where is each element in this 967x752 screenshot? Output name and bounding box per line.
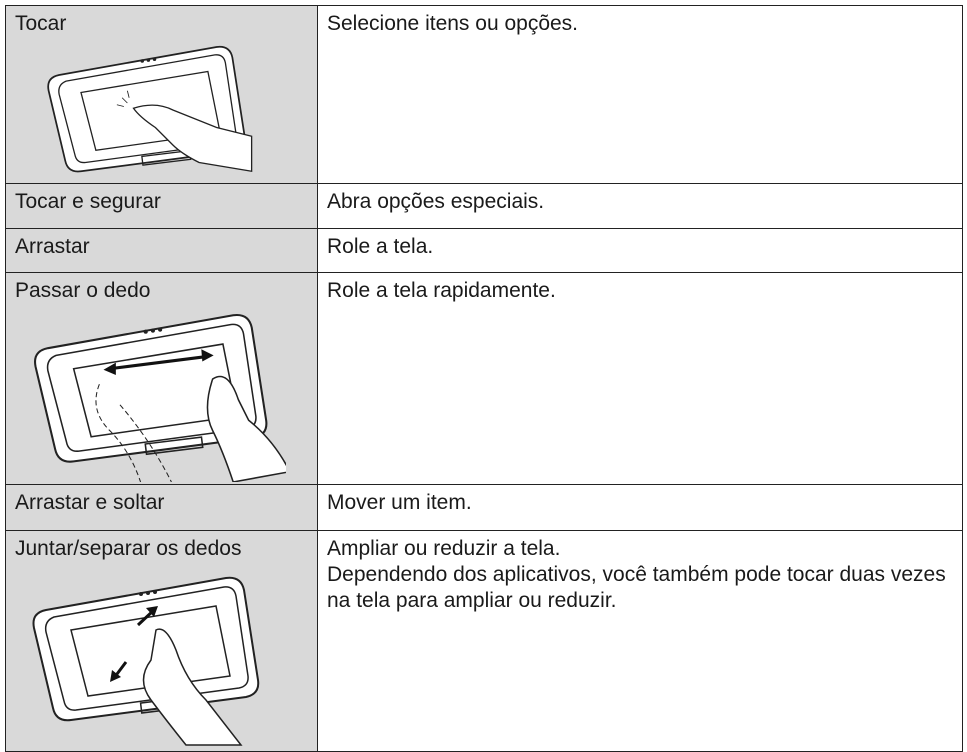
tap-illustration	[47, 45, 253, 173]
description-cell: Mover um item.	[318, 485, 963, 531]
description-text: Role a tela rapidamente.	[327, 279, 556, 302]
pinch-illustration	[32, 576, 260, 746]
gesture-label: Arrastar e soltar	[15, 491, 165, 514]
gesture-cell: Tocar e segurar	[6, 184, 318, 229]
gesture-cell: Arrastar e soltar	[6, 485, 318, 531]
description-cell: Role a tela.	[318, 229, 963, 273]
table-row: Arrastar Role a tela.	[6, 229, 963, 273]
description-text: Abra opções especiais.	[327, 190, 545, 213]
description-text: Role a tela.	[327, 235, 434, 258]
description-text: Ampliar ou reduzir a tela.	[327, 537, 561, 560]
gesture-label: Juntar/separar os dedos	[15, 537, 242, 560]
description-cell: Ampliar ou reduzir a tela. Dependendo do…	[318, 531, 963, 752]
gesture-cell: Passar o dedo	[6, 273, 318, 485]
swipe-illustration	[34, 313, 286, 482]
gesture-cell: Juntar/separar os dedos	[6, 531, 318, 752]
gesture-label: Arrastar	[15, 235, 90, 258]
description-text: Dependendo dos aplicativos, você também …	[327, 563, 946, 612]
table-row: Tocar e segurar Abra opções especiais.	[6, 184, 963, 229]
description-cell: Abra opções especiais.	[318, 184, 963, 229]
table-row: Tocar Selecione itens ou opções.	[6, 6, 963, 184]
table-row: Juntar/separar os dedos Ampliar ou reduz…	[6, 531, 963, 752]
description-text: Selecione itens ou opções.	[327, 12, 579, 35]
description-cell: Role a tela rapidamente.	[318, 273, 963, 485]
description-cell: Selecione itens ou opções.	[318, 6, 963, 184]
gesture-label: Tocar	[15, 12, 67, 35]
table-row: Arrastar e soltar Mover um item.	[6, 485, 963, 531]
table-row: Passar o dedo Role a tela rapidamente.	[6, 273, 963, 485]
gesture-table: Tocar Selecione itens ou opções. Tocar e…	[5, 5, 963, 752]
gesture-cell: Arrastar	[6, 229, 318, 273]
description-text: Mover um item.	[327, 491, 472, 514]
gesture-cell: Tocar	[6, 6, 318, 184]
gesture-label: Tocar e segurar	[15, 190, 161, 213]
gesture-label: Passar o dedo	[15, 279, 151, 302]
